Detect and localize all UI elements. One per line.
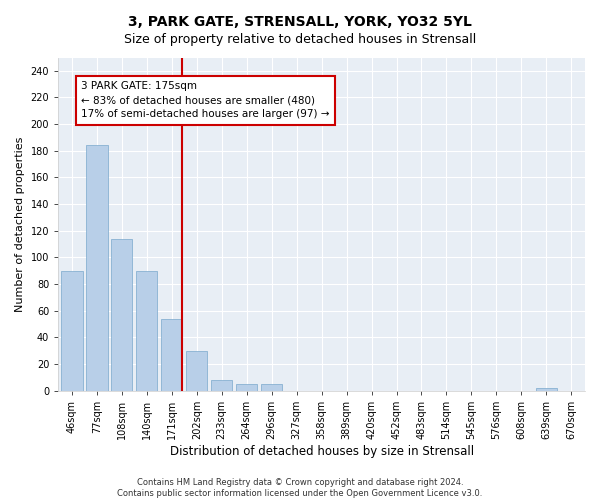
Y-axis label: Number of detached properties: Number of detached properties (15, 136, 25, 312)
Bar (86, 146, 107, 390)
Bar (536, 388, 557, 390)
Bar (211, 380, 232, 390)
X-axis label: Distribution of detached houses by size in Strensall: Distribution of detached houses by size … (170, 444, 473, 458)
Bar (261, 384, 282, 390)
Bar (111, 238, 133, 390)
Bar (186, 350, 208, 391)
Bar (161, 318, 182, 390)
Text: Contains HM Land Registry data © Crown copyright and database right 2024.
Contai: Contains HM Land Registry data © Crown c… (118, 478, 482, 498)
Text: Size of property relative to detached houses in Strensall: Size of property relative to detached ho… (124, 32, 476, 46)
Bar (236, 384, 257, 390)
Bar (61, 270, 83, 390)
Bar (136, 270, 157, 390)
Text: 3 PARK GATE: 175sqm
← 83% of detached houses are smaller (480)
17% of semi-detac: 3 PARK GATE: 175sqm ← 83% of detached ho… (82, 82, 330, 120)
Text: 3, PARK GATE, STRENSALL, YORK, YO32 5YL: 3, PARK GATE, STRENSALL, YORK, YO32 5YL (128, 15, 472, 29)
